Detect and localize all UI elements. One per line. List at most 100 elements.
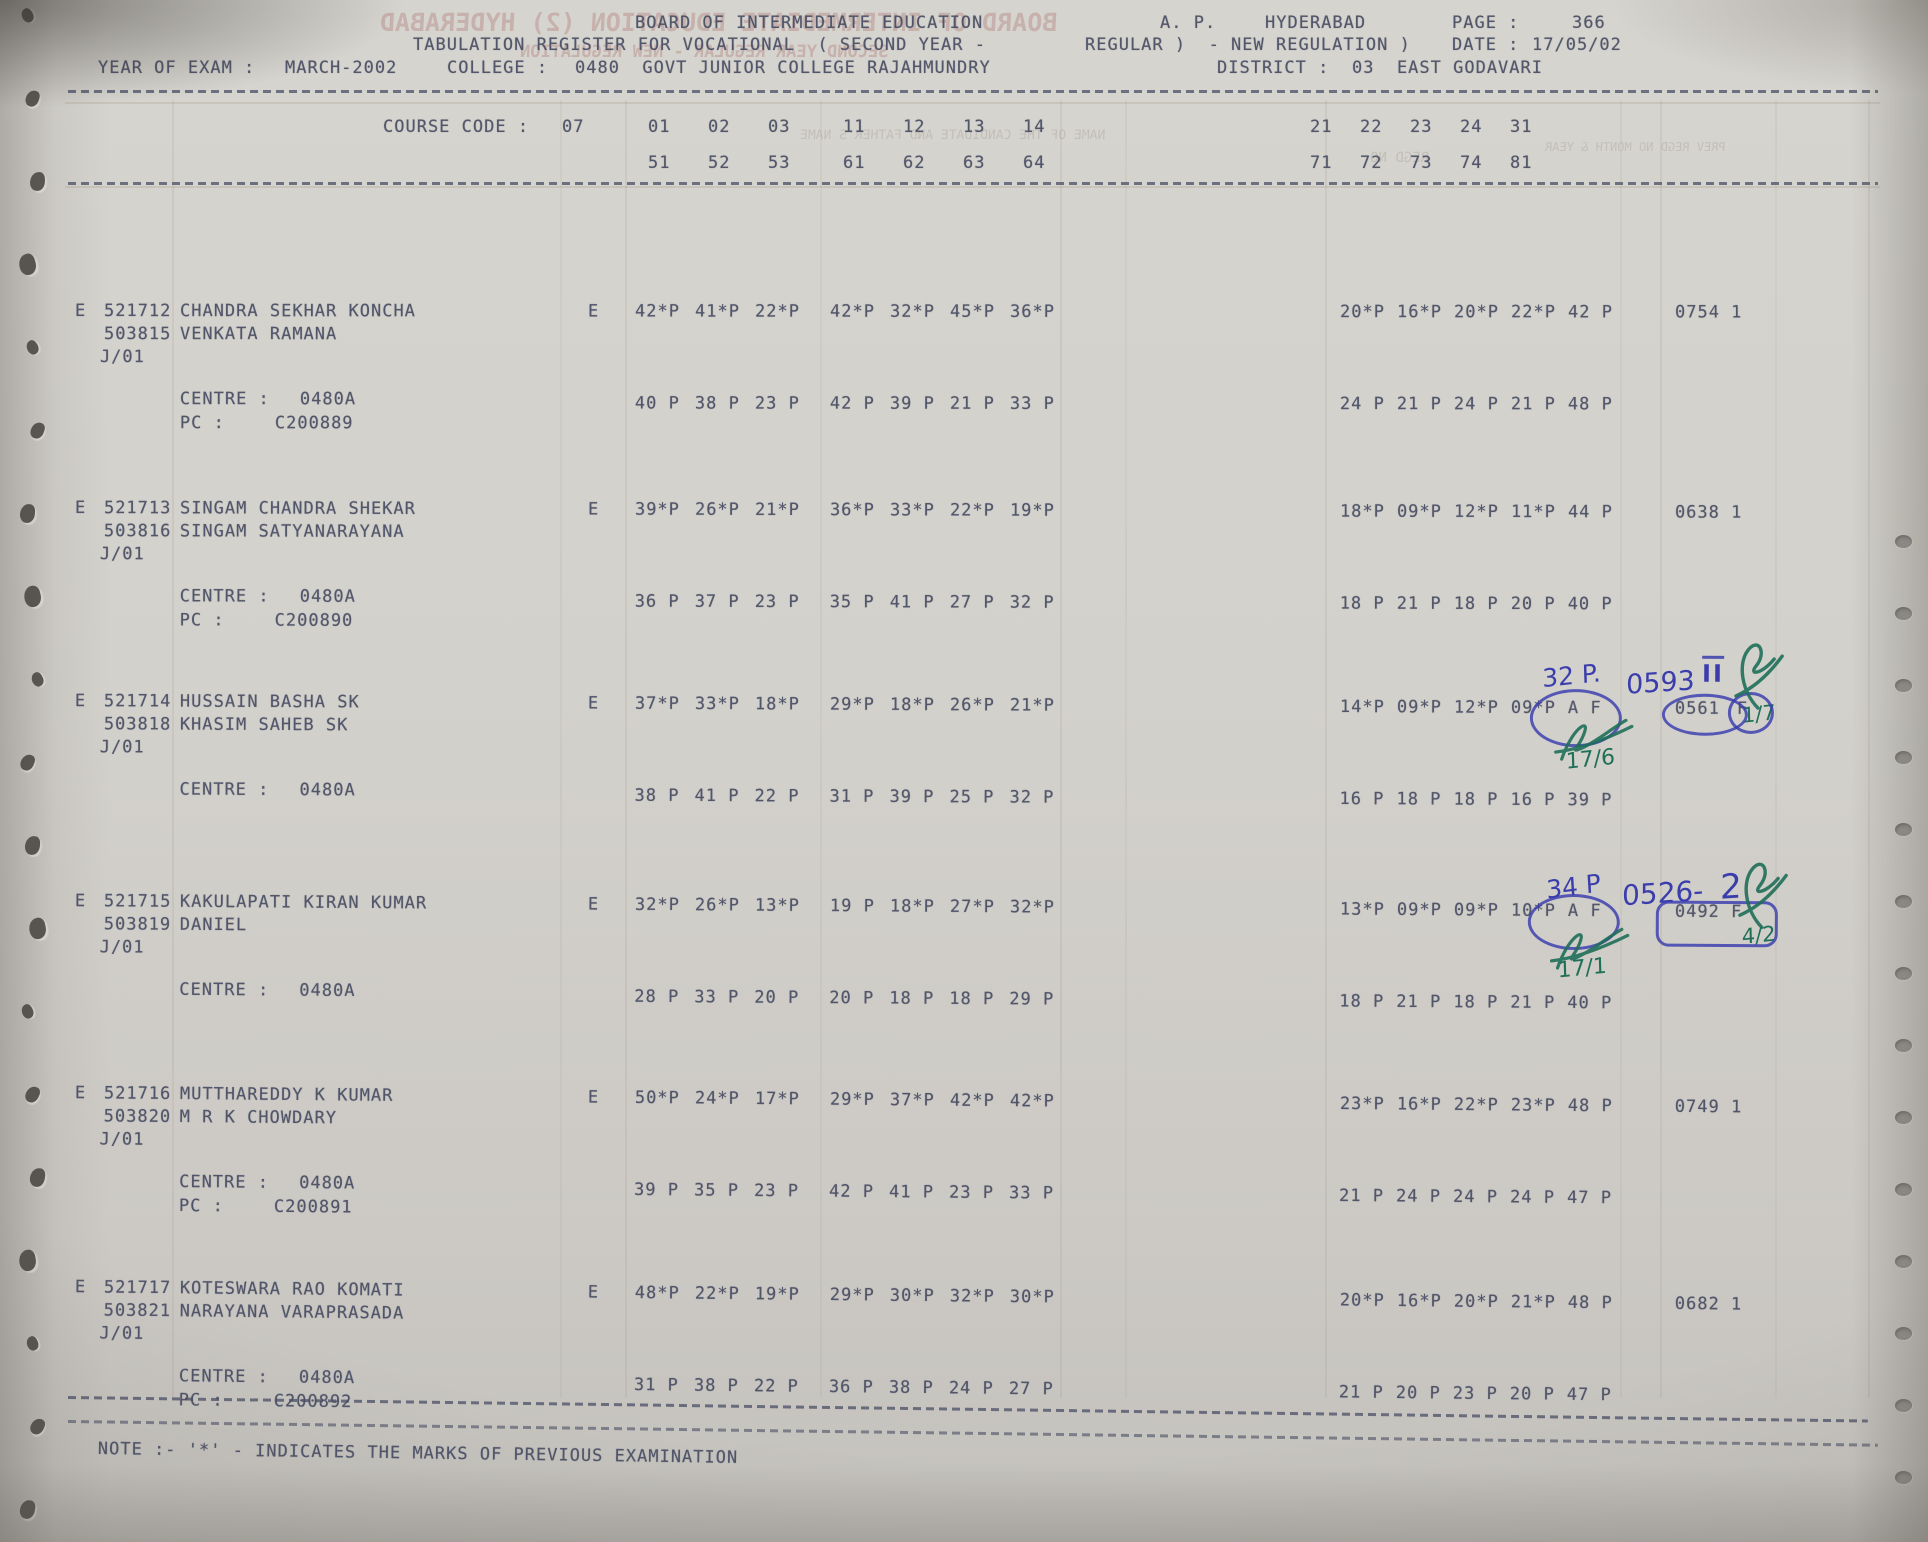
punch-hole-shadow	[1895, 1183, 1912, 1196]
mark-value: 30*P	[889, 1285, 935, 1307]
pc-label: PC :	[178, 1390, 224, 1411]
mark-value: 20 P	[1395, 1382, 1441, 1404]
mark-value: 33*P	[889, 500, 935, 521]
mark-value: 21 P	[1396, 394, 1442, 415]
candidate-name: CHANDRA SEKHAR KONCHA	[179, 301, 416, 322]
appearance-code: J/01	[99, 737, 145, 758]
board-title: BOARD OF INTERMEDIATE EDUCATION	[635, 13, 984, 33]
mark-value: 38 P	[693, 1375, 739, 1397]
mark-value: 22 P	[754, 786, 800, 807]
subject-code: 14	[1023, 117, 1046, 137]
mark-value: 23 P	[754, 393, 800, 414]
punch-hole-shadow	[1895, 607, 1912, 620]
mark-value: 16*P	[1396, 1291, 1442, 1312]
mark-value: 22 P	[753, 1376, 799, 1397]
medium-code: E	[587, 301, 600, 322]
mark-value: 11*P	[1510, 502, 1556, 523]
appearance-code: J/01	[99, 544, 145, 565]
subject-code: 12	[903, 117, 926, 137]
register-title: TABULATION REGISTER FOR VOCATIONAL ( SEC…	[413, 35, 986, 55]
mark-value: 16 P	[1510, 789, 1556, 811]
mark-value: 19*P	[1009, 500, 1055, 521]
mark-value: 21 P	[1396, 991, 1442, 1013]
mark-value: 18*P	[1339, 501, 1385, 522]
mark-value: 21*P	[1009, 695, 1055, 716]
ruling-line	[1620, 100, 1622, 1398]
mark-value: 27 P	[1008, 1378, 1054, 1400]
mark-value: 41 P	[889, 592, 935, 613]
ruling-line-top	[65, 102, 1880, 104]
mark-value: 35 P	[694, 1180, 740, 1201]
mark-value: 29*P	[829, 1285, 875, 1306]
punch-hole	[23, 88, 42, 109]
mark-value: 29*P	[829, 694, 875, 715]
mark-value: 42 P	[829, 1181, 875, 1202]
checker-signature	[1728, 638, 1788, 720]
reg-no: 521712	[103, 301, 172, 322]
mark-value: 41*P	[694, 301, 740, 322]
candidate-name: MUTTHAREDDY K KUMAR	[179, 1084, 394, 1106]
centre-label: CENTRE :	[179, 586, 270, 607]
pc-value: C200889	[274, 413, 354, 434]
candidate-name: SINGAM CHANDRA SHEKAR	[179, 498, 416, 519]
mark-value: 36 P	[828, 1377, 874, 1398]
mark-value: 22*P	[949, 500, 995, 521]
mark-value: 28 P	[634, 986, 680, 1008]
pc-label: PC :	[179, 610, 225, 631]
ruling-line	[1660, 100, 1662, 1398]
ruling-line	[1325, 100, 1327, 1398]
centre-value: 0480A	[299, 389, 357, 410]
reg-no: 521716	[103, 1083, 172, 1104]
pc-value: C200890	[274, 610, 354, 631]
subject-code: 52	[708, 153, 731, 173]
mark-value: 38 P	[634, 785, 680, 806]
checker-signature	[1552, 715, 1636, 771]
page-label: PAGE :	[1452, 13, 1520, 33]
mark-value: 22*P	[1453, 1094, 1499, 1116]
record-status: E	[74, 1083, 87, 1104]
mark-value: 48 P	[1567, 394, 1613, 415]
punch-hole	[18, 6, 37, 25]
mark-value: 21 P	[1510, 992, 1556, 1013]
ruling-line	[1060, 100, 1062, 1398]
separator-under-header	[68, 182, 1878, 185]
candidate-name: KAKULAPATI KIRAN KUMAR	[179, 891, 428, 914]
mark-value: 42 P	[829, 393, 875, 414]
medium-code: E	[587, 1282, 600, 1303]
exam-year-label: YEAR OF EXAM :	[98, 58, 256, 78]
record-status: E	[74, 691, 87, 712]
mark-value: 39 P	[1567, 790, 1613, 811]
mark-value: 23 P	[949, 1182, 995, 1203]
state-label: A. P.	[1160, 13, 1217, 33]
mark-value: 32 P	[1009, 592, 1055, 613]
centre-label: CENTRE :	[179, 389, 270, 410]
mark-value: 37 P	[694, 591, 740, 612]
ruling-line	[560, 100, 562, 1398]
centre-label: CENTRE :	[179, 779, 270, 800]
mark-value: 27 P	[949, 592, 995, 613]
total-marks: 0682 1	[1674, 1293, 1743, 1315]
mark-value: 36*P	[829, 500, 875, 521]
subject-code: 31	[1510, 117, 1533, 137]
ruling-line	[1125, 100, 1127, 1398]
mark-value: 39*P	[634, 499, 680, 520]
mark-value: 23 P	[1452, 1383, 1498, 1405]
ruling-line	[1775, 100, 1777, 1398]
mark-value: 16 P	[1339, 789, 1385, 810]
mark-value: 14*P	[1339, 697, 1385, 718]
appearance-code: J/01	[99, 1323, 145, 1344]
medium-code: E	[587, 894, 600, 915]
mark-value: 18*P	[889, 694, 935, 716]
prev-reg-no: 503815	[103, 324, 172, 345]
candidate-name: HUSSAIN BASHA SK	[179, 691, 360, 713]
district-value: 03 EAST GODAVARI	[1352, 58, 1543, 78]
prev-reg-no: 503819	[103, 914, 172, 935]
mark-value: 24 P	[1339, 394, 1385, 415]
mark-value: 26*P	[949, 695, 995, 716]
centre-value: 0480A	[298, 1367, 356, 1389]
subject-code: 81	[1510, 153, 1533, 173]
punch-hole-shadow	[1895, 1111, 1912, 1124]
mark-value: 24 P	[948, 1378, 994, 1399]
mark-value: 20*P	[1339, 1290, 1385, 1311]
